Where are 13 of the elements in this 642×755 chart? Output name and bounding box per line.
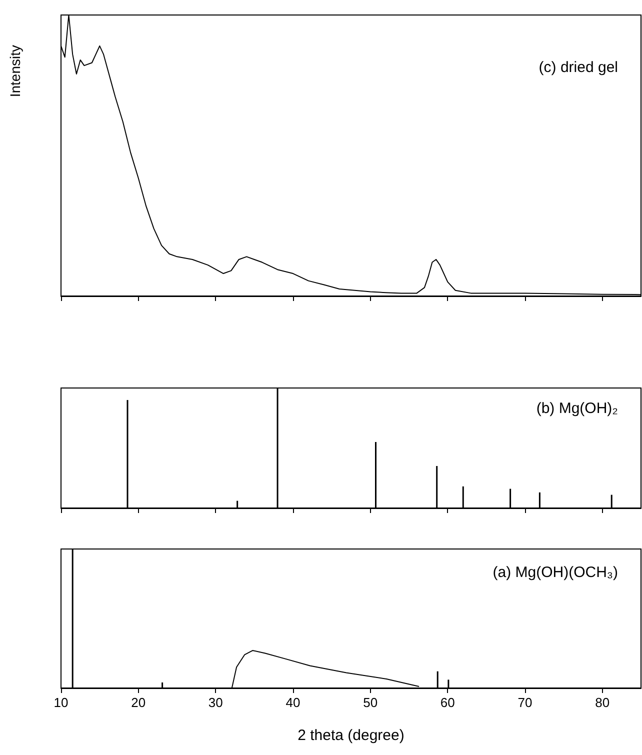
x-tick-label: 50 [363, 695, 378, 710]
annotation: (a) Mg(OH)(OCH₃) [492, 564, 618, 581]
annotation: (c) dried gel [538, 59, 618, 76]
x-tick-label: 80 [595, 695, 610, 710]
annotation: (b) Mg(OH)₂ [536, 400, 618, 417]
x-tick-label: 60 [440, 695, 455, 710]
x-tick-label: 10 [54, 695, 68, 710]
x-tick-label: 20 [131, 695, 146, 710]
x-tick-label: 40 [286, 695, 300, 710]
x-axis-title: 2 theta (degree) [298, 727, 404, 744]
y-axis-title: Intensity [7, 44, 23, 98]
x-tick-label: 70 [518, 695, 532, 710]
x-tick-label: 30 [208, 695, 223, 710]
